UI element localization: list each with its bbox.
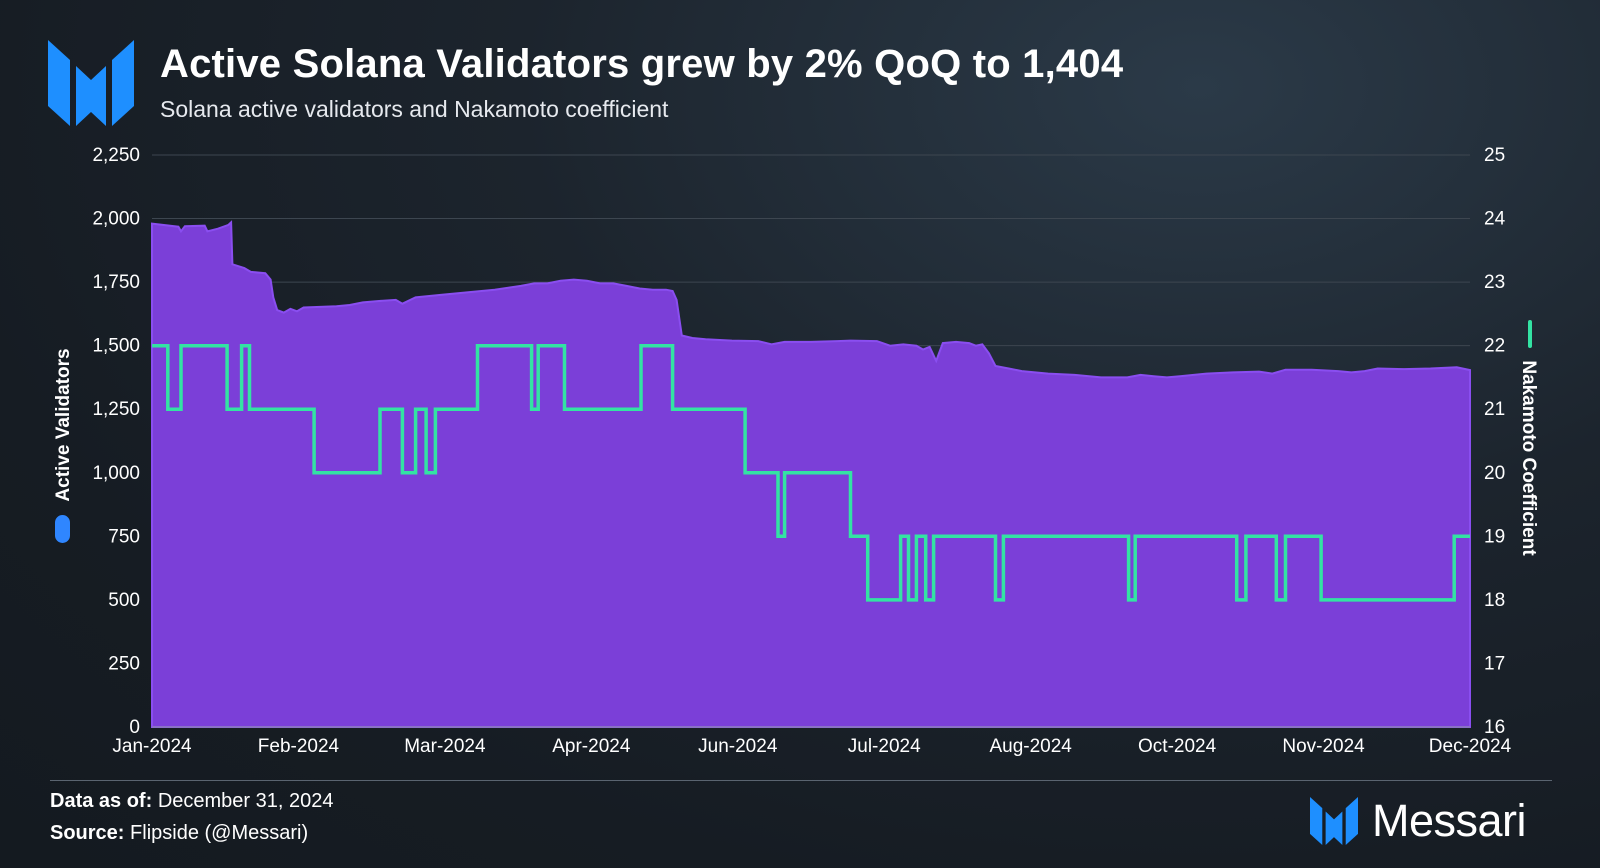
left-axis-tick-label: 2,250: [92, 145, 140, 166]
chart-area: 0 250 500 750 1,000 1,250 1,500 1,750 2,000 2,250…: [53, 145, 1539, 757]
right-axis-tick-label: 22: [1484, 336, 1505, 357]
legend-swatch-active-validators: [55, 515, 70, 543]
left-axis-tick-label: 1,500: [92, 336, 140, 357]
series-nakamoto-coefficient-line: [152, 343, 1470, 602]
x-axis-tick-label: Aug-2024: [989, 736, 1072, 757]
messari-brand-icon: [1310, 797, 1358, 845]
right-axis-tick-label: 16: [1484, 717, 1505, 738]
chart-subtitle: Solana active validators and Nakamoto co…: [160, 96, 669, 122]
x-axis-tick-label: Jul-2024: [848, 736, 921, 757]
series-active-validators-area: [151, 220, 1471, 728]
right-axis-tick-label: 18: [1484, 590, 1505, 611]
brand-wordmark: Messari: [1372, 795, 1527, 846]
chart-title: Active Solana Validators grew by 2% QoQ …: [160, 42, 1124, 86]
messari-logo-icon: [48, 40, 134, 126]
left-axis-tick-label: 1,750: [92, 272, 140, 293]
messari-brand: Messari: [1310, 795, 1527, 847]
x-axis-tick-label: Mar-2024: [404, 736, 486, 757]
left-axis-tick-label: 750: [108, 526, 140, 547]
right-axis-tick-label: 24: [1484, 209, 1506, 230]
right-axis-tick-label: 20: [1484, 463, 1505, 484]
left-axis-tick-label: 1,000: [92, 463, 140, 484]
left-axis-title: Active Validators: [53, 348, 74, 501]
data-as-of: Data as of: December 31, 2024: [50, 790, 334, 812]
right-axis-title: Nakamoto Coefficient: [1518, 360, 1539, 556]
left-axis-tick-label: 1,250: [92, 399, 140, 420]
right-axis-tick-label: 19: [1484, 526, 1505, 547]
left-axis-tick-label: 2,000: [92, 209, 140, 230]
x-axis-tick-label: Dec-2024: [1429, 736, 1512, 757]
left-axis-tick-label: 500: [108, 590, 140, 611]
right-axis-tick-label: 23: [1484, 272, 1505, 293]
x-axis-tick-label: Jan-2024: [112, 736, 192, 757]
footer-divider: [50, 780, 1552, 781]
x-axis-tick-label: Feb-2024: [258, 736, 340, 757]
left-axis-tick-label: 250: [108, 653, 140, 674]
source: Source: Flipside (@Messari): [50, 822, 309, 844]
x-axis-tick-label: Nov-2024: [1282, 736, 1365, 757]
right-axis-tick-label: 17: [1484, 653, 1505, 674]
left-axis-tick-label: 0: [129, 717, 140, 738]
x-axis-tick-label: Apr-2024: [552, 736, 631, 757]
right-axis-tick-label: 21: [1484, 399, 1505, 420]
right-axis-tick-label: 25: [1484, 145, 1505, 166]
x-axis-tick-label: Oct-2024: [1138, 736, 1217, 757]
legend-swatch-nakamoto-coefficient: [1528, 320, 1532, 348]
x-axis-tick-label: Jun-2024: [698, 736, 778, 757]
